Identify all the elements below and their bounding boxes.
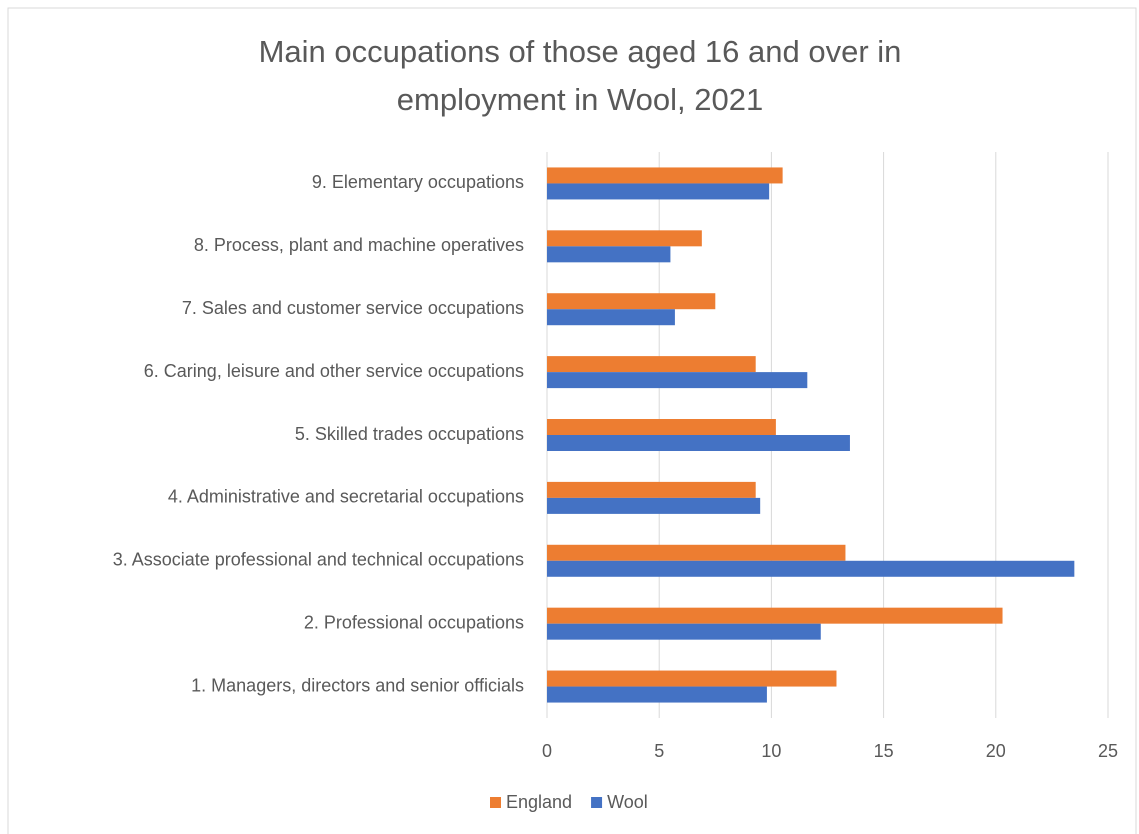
bar xyxy=(547,230,702,247)
legend-label: England xyxy=(506,792,572,812)
bar xyxy=(547,372,808,389)
y-tick-label: 7. Sales and customer service occupation… xyxy=(182,298,524,318)
chart-border xyxy=(7,7,1137,834)
bar xyxy=(547,419,776,435)
bar xyxy=(547,309,675,326)
x-tick-label: 5 xyxy=(654,741,664,761)
bar xyxy=(547,497,761,514)
bar xyxy=(547,623,821,640)
x-tick-label: 10 xyxy=(761,741,781,761)
bar xyxy=(547,670,837,687)
x-tick-label: 15 xyxy=(874,741,894,761)
chart-title: Main occupations of those aged 16 and ov… xyxy=(258,34,902,117)
bar xyxy=(547,544,846,561)
legend-swatch xyxy=(591,797,603,808)
bar xyxy=(547,481,756,498)
y-tick-label: 6. Caring, leisure and other service occ… xyxy=(144,361,524,381)
bar xyxy=(547,607,1003,624)
bar xyxy=(547,293,716,310)
bar xyxy=(547,183,770,200)
y-tick-label: 3. Associate professional and technical … xyxy=(113,550,524,570)
y-tick-label: 1. Managers, directors and senior offici… xyxy=(191,675,524,695)
y-tick-label: 8. Process, plant and machine operatives xyxy=(194,235,524,255)
legend-label: Wool xyxy=(607,792,648,812)
y-tick-label: 2. Professional occupations xyxy=(304,612,524,632)
x-tick-label: 25 xyxy=(1098,741,1118,761)
legend-swatch xyxy=(490,797,501,808)
bar xyxy=(547,435,850,451)
y-tick-label: 9. Elementary occupations xyxy=(312,172,524,192)
bar xyxy=(547,167,783,184)
bar xyxy=(547,246,671,263)
y-tick-label: 4. Administrative and secretarial occupa… xyxy=(168,487,524,507)
x-tick-label: 0 xyxy=(542,741,552,761)
x-tick-label: 20 xyxy=(986,741,1006,761)
y-tick-label: 5. Skilled trades occupations xyxy=(295,424,524,444)
bar xyxy=(547,356,756,373)
bar xyxy=(547,686,767,703)
bar xyxy=(547,560,1075,577)
